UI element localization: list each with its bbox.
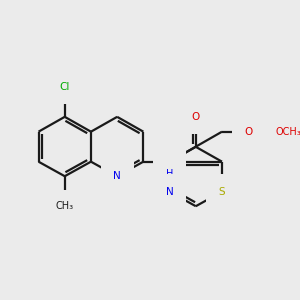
- Text: Cl: Cl: [59, 82, 70, 92]
- Text: O: O: [244, 127, 252, 137]
- Text: S: S: [219, 187, 225, 197]
- Text: O: O: [192, 112, 200, 122]
- Text: N: N: [166, 157, 173, 167]
- Text: H: H: [166, 169, 173, 179]
- Text: N: N: [166, 187, 173, 197]
- Text: CH₃: CH₃: [56, 201, 74, 211]
- Text: N: N: [113, 171, 121, 181]
- Text: OCH₃: OCH₃: [276, 127, 300, 137]
